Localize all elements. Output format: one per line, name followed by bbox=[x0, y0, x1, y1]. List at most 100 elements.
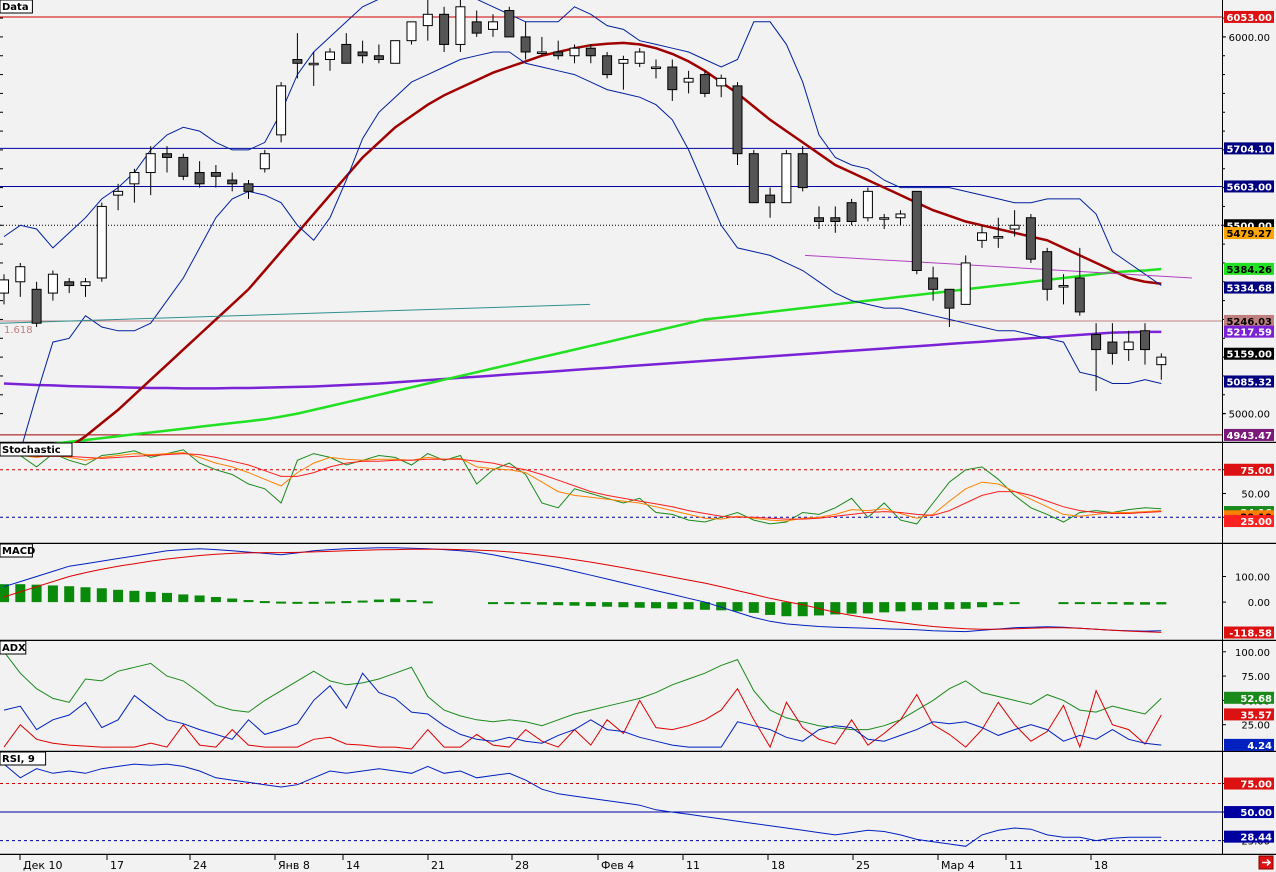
candle-body[interactable] bbox=[814, 217, 824, 222]
candle-body[interactable] bbox=[31, 288, 42, 324]
candle-body[interactable] bbox=[960, 262, 971, 305]
series-line[interactable] bbox=[3, 651, 1162, 731]
series-line[interactable] bbox=[3, 41, 1162, 491]
scroll-end-icon[interactable] bbox=[1258, 855, 1274, 870]
candle-body[interactable] bbox=[1123, 341, 1134, 351]
candle-body[interactable] bbox=[210, 172, 221, 177]
candle-body[interactable] bbox=[1140, 330, 1150, 351]
candle-body[interactable] bbox=[1042, 251, 1053, 290]
candle-body[interactable] bbox=[585, 47, 596, 57]
candle-body[interactable] bbox=[683, 77, 694, 83]
macd-histogram-bar bbox=[357, 600, 368, 603]
candle-body[interactable] bbox=[276, 85, 287, 136]
candle-body[interactable] bbox=[569, 47, 580, 57]
series-line[interactable] bbox=[3, 51, 1162, 482]
candle-body[interactable] bbox=[488, 21, 498, 30]
candle-body[interactable] bbox=[1074, 277, 1085, 313]
series-line[interactable] bbox=[3, 672, 1162, 748]
candle-body[interactable] bbox=[618, 59, 629, 64]
candle-body[interactable] bbox=[765, 194, 776, 204]
candle-body[interactable] bbox=[862, 190, 873, 219]
candle-body[interactable] bbox=[797, 153, 808, 189]
series-line[interactable] bbox=[3, 548, 1162, 633]
candle-body[interactable] bbox=[651, 66, 661, 70]
candle-body[interactable] bbox=[830, 217, 841, 222]
candle-body[interactable] bbox=[357, 51, 368, 57]
price-panel: 6000.00 5000.00 1.618 6053.00 5704.10 5603.00… bbox=[0, 0, 1276, 491]
candle-body[interactable] bbox=[1091, 334, 1102, 351]
candle-body[interactable] bbox=[227, 179, 238, 185]
candle-body[interactable] bbox=[439, 13, 450, 45]
candle-body[interactable] bbox=[292, 59, 303, 64]
candle-body[interactable] bbox=[667, 66, 678, 91]
series-line[interactable] bbox=[3, 763, 1162, 847]
candle-body[interactable] bbox=[602, 55, 613, 76]
series-line[interactable] bbox=[3, 547, 1162, 633]
macd-histogram-bar bbox=[422, 601, 433, 604]
series-line[interactable] bbox=[3, 687, 1162, 750]
candle-body[interactable] bbox=[113, 190, 124, 196]
value-label-box bbox=[1224, 227, 1274, 240]
candle-body[interactable] bbox=[944, 288, 955, 309]
candle-body[interactable] bbox=[748, 153, 759, 204]
candle-body[interactable] bbox=[977, 232, 987, 241]
x-tick-label: Мар 4 bbox=[941, 859, 975, 872]
candle-body[interactable] bbox=[145, 153, 156, 174]
series-line[interactable] bbox=[0, 303, 591, 324]
candle-body[interactable] bbox=[325, 51, 335, 61]
candle-body[interactable] bbox=[96, 205, 107, 279]
candle-body[interactable] bbox=[699, 74, 710, 94]
series-line[interactable] bbox=[804, 254, 1193, 279]
candle-body[interactable] bbox=[308, 62, 319, 66]
candle-body[interactable] bbox=[1025, 217, 1036, 260]
candle-body[interactable] bbox=[911, 190, 922, 271]
candle-body[interactable] bbox=[47, 273, 58, 294]
candle-body[interactable] bbox=[64, 281, 75, 287]
candle-body[interactable] bbox=[15, 266, 26, 283]
candle-body[interactable] bbox=[716, 77, 727, 87]
candle-body[interactable] bbox=[129, 172, 140, 185]
series-line[interactable] bbox=[3, 449, 1162, 525]
candle-body[interactable] bbox=[373, 55, 384, 61]
candle-body[interactable] bbox=[520, 36, 531, 53]
candle-body[interactable] bbox=[341, 43, 352, 64]
x-tick-label: Янв 8 bbox=[278, 859, 310, 872]
candle-body[interactable] bbox=[1156, 356, 1167, 366]
candle-body[interactable] bbox=[406, 21, 417, 42]
candle-body[interactable] bbox=[1009, 224, 1020, 230]
candle-body[interactable] bbox=[1058, 285, 1069, 288]
candle-body[interactable] bbox=[455, 6, 466, 45]
series-line[interactable] bbox=[3, 452, 1162, 522]
candle-body[interactable] bbox=[80, 281, 91, 287]
candle-body[interactable] bbox=[422, 13, 433, 27]
candle-body[interactable] bbox=[0, 279, 9, 294]
candle-body[interactable] bbox=[178, 156, 189, 177]
candle-body[interactable] bbox=[471, 21, 482, 34]
candle-body[interactable] bbox=[536, 51, 547, 54]
candle-body[interactable] bbox=[732, 85, 743, 155]
value-label: 5217.59 bbox=[1226, 328, 1272, 339]
candle-body[interactable] bbox=[504, 10, 515, 38]
macd-histogram-bar bbox=[944, 602, 955, 610]
candle-body[interactable] bbox=[194, 172, 205, 185]
series-line[interactable] bbox=[3, 0, 1162, 286]
series-line[interactable] bbox=[4, 453, 1162, 520]
candle-body[interactable] bbox=[390, 40, 401, 64]
candle-body[interactable] bbox=[162, 153, 172, 158]
series-line[interactable] bbox=[3, 330, 1162, 390]
candle-body[interactable] bbox=[895, 213, 906, 219]
candle-body[interactable] bbox=[259, 153, 270, 170]
candle-body[interactable] bbox=[634, 51, 645, 64]
candle-body[interactable] bbox=[1107, 341, 1118, 354]
value-label-box bbox=[1224, 375, 1274, 388]
x-tick-label: 17 bbox=[110, 859, 124, 872]
candle-body[interactable] bbox=[553, 51, 564, 57]
candle-body[interactable] bbox=[993, 236, 1004, 239]
macd-histogram-bar bbox=[0, 584, 9, 603]
candle-body[interactable] bbox=[846, 202, 857, 222]
candle-body[interactable] bbox=[928, 277, 939, 290]
candle-body[interactable] bbox=[243, 183, 254, 192]
candle-body[interactable] bbox=[781, 153, 792, 204]
candle-body[interactable] bbox=[879, 217, 890, 220]
